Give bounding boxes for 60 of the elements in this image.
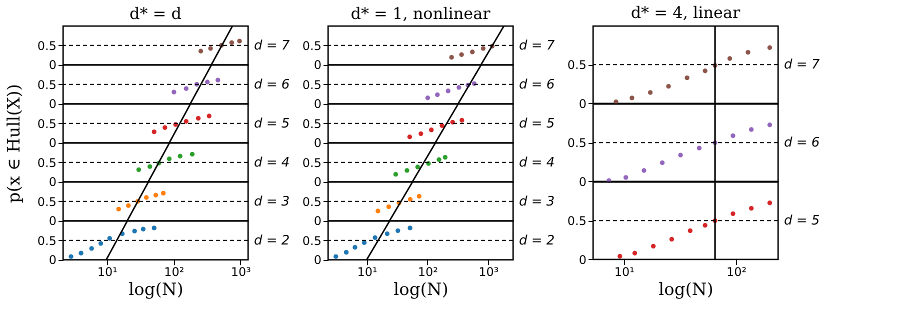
text: d = 5: [254, 116, 290, 132]
y-tick-label: 0: [578, 252, 586, 267]
y-tick-label: 0: [48, 136, 56, 150]
y-axis-title: p(x ∈ Hull(X)): [4, 84, 24, 204]
x-axis-title: log(N): [128, 280, 184, 300]
y-tick-label: 0.5: [302, 116, 322, 131]
y-tick-label: 0.5: [302, 234, 322, 248]
y-tick-label: 0: [48, 175, 56, 190]
y-tick-label: 0.5: [302, 194, 322, 209]
y-tick-label: 0.5: [37, 78, 56, 92]
y-tick-label: 0: [48, 97, 56, 112]
y-tick-label: 0.5: [567, 214, 586, 228]
y-tick-label: 0: [314, 253, 322, 268]
x-tick-label: 10¹: [357, 265, 378, 280]
x-tick-label: 10²: [418, 265, 438, 280]
y-tick-label: 0: [314, 136, 322, 150]
y-tick-label: 0: [314, 58, 322, 72]
chart-title: d* = d: [129, 4, 182, 23]
y-tick-label: 0.5: [567, 136, 586, 150]
text: d = 3: [519, 194, 555, 210]
text: d = 2: [519, 233, 555, 248]
x-tick-label: 10¹: [614, 264, 635, 279]
y-tick-label: 0.5: [567, 58, 586, 72]
y-tick-label: 0.5: [37, 116, 56, 131]
x-tick-label: 10³: [230, 265, 252, 280]
y-tick-label: 0: [314, 214, 322, 228]
x-tick-label: 10²: [726, 264, 747, 279]
text: d = 4: [519, 155, 555, 170]
text: d = 6: [519, 77, 555, 92]
text: d = 7: [784, 58, 820, 73]
y-tick-label: 0.5: [37, 38, 56, 53]
text: d = 5: [784, 214, 820, 229]
y-tick-label: 0.5: [37, 194, 56, 209]
text: d = 4: [254, 155, 290, 170]
text: d = 6: [254, 77, 290, 92]
text: d = 3: [254, 194, 290, 210]
y-tick-label: 0: [48, 214, 56, 228]
chart-title: d* = 1, nonlinear: [350, 4, 491, 23]
text: d = 5: [519, 116, 555, 132]
chart-title: d* = 4, linear: [630, 3, 741, 22]
x-tick-label: 10²: [164, 265, 184, 280]
text: d = 6: [784, 136, 820, 151]
x-tick-label: 10¹: [97, 265, 118, 280]
y-tick-label: 0: [48, 253, 56, 268]
y-tick-label: 0: [578, 174, 586, 189]
text: d = 7: [254, 38, 290, 54]
y-tick-label: 0.5: [37, 234, 56, 248]
y-tick-label: 0: [578, 96, 586, 111]
text: d = 7: [519, 38, 556, 54]
y-tick-label: 0: [314, 97, 322, 112]
text: d = 2: [254, 233, 290, 248]
y-tick-label: 0.5: [302, 38, 322, 53]
x-axis-title: log(N): [394, 280, 448, 300]
x-axis-title: log(N): [658, 280, 714, 300]
y-tick-label: 0: [314, 175, 322, 190]
y-tick-label: 0.5: [37, 156, 56, 170]
y-tick-label: 0: [48, 58, 56, 72]
y-tick-label: 0.5: [302, 78, 322, 92]
x-tick-label: 10³: [478, 265, 499, 280]
y-tick-label: 0.5: [302, 156, 322, 170]
